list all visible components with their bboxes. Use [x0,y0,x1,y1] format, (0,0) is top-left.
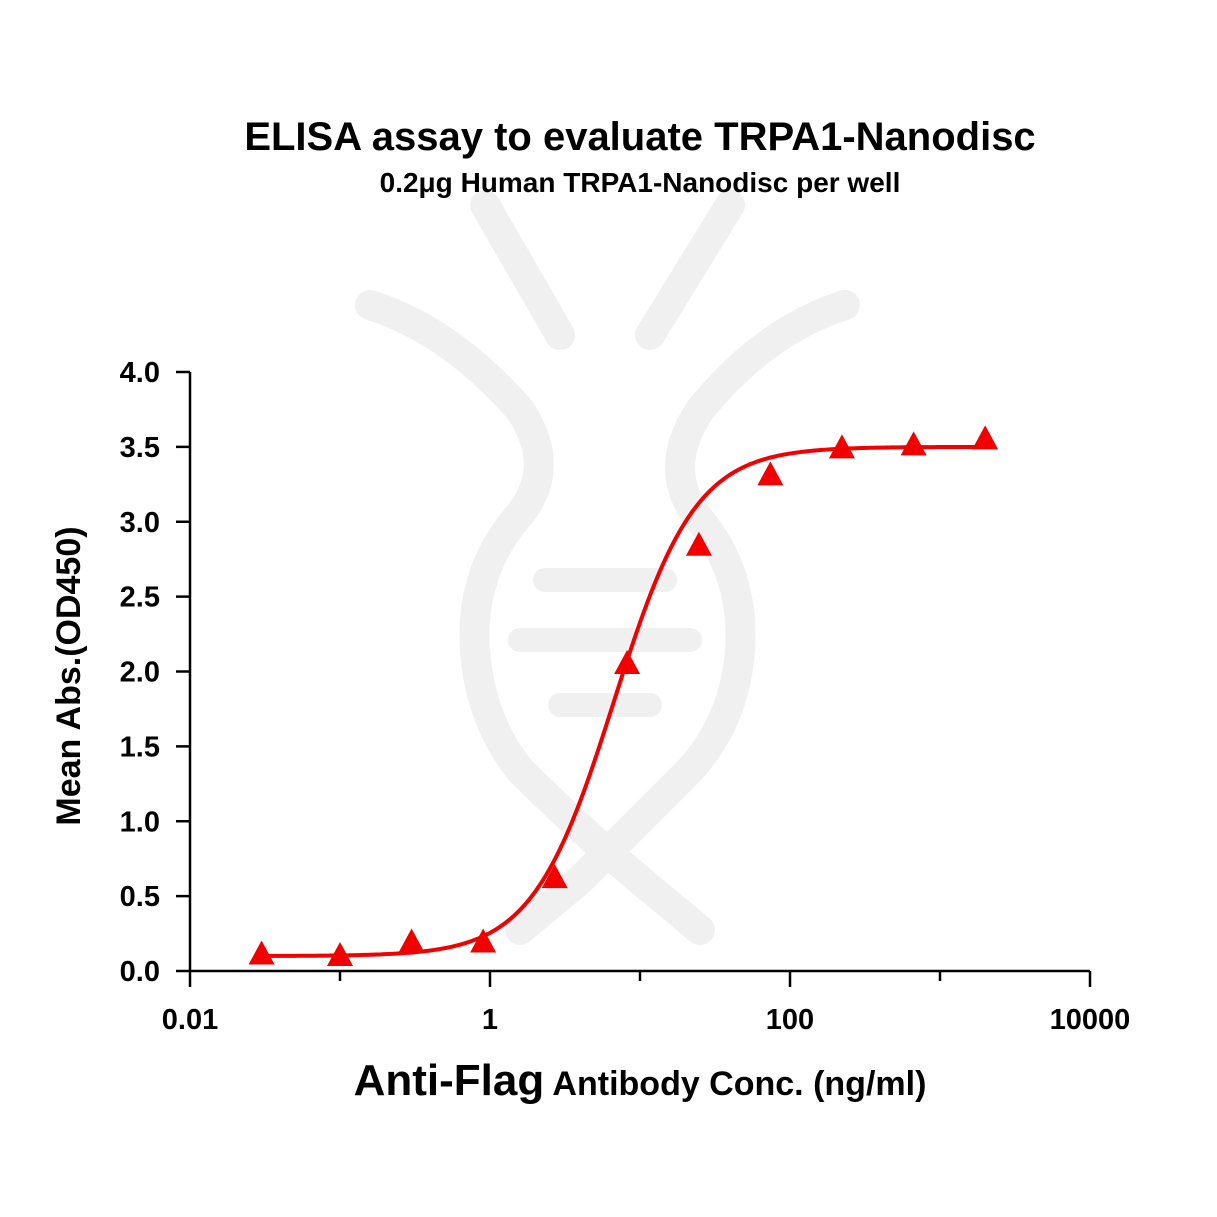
data-point [541,864,568,889]
chart-subtitle: 0.2μg Human TRPA1-Nanodisc per well [380,167,901,198]
chart-title: ELISA assay to evaluate TRPA1-Nanodisc [244,115,1035,159]
y-tick-label: 0.0 [120,956,160,988]
x-axis-label: Anti-Flag Antibody Conc. (ng/ml) [354,1056,927,1105]
x-axis-label-main: Anti-Flag [354,1056,545,1105]
y-tick-label: 1.0 [120,806,160,838]
y-tick-label: 3.5 [120,432,160,464]
data-point [248,940,275,965]
x-axis-label-rest: Antibody Conc. (ng/ml) [544,1065,926,1103]
x-tick-label: 100 [766,1004,814,1036]
y-tick-label: 0.5 [120,881,160,913]
data-point [828,434,855,459]
y-tick-label: 4.0 [120,357,160,389]
data-point [757,461,784,486]
data-point [470,928,497,953]
data-point [327,942,353,967]
data-point [685,531,712,556]
y-tick-label: 1.5 [120,731,160,763]
data-point [398,928,425,953]
x-tick-label: 1 [482,1004,498,1036]
data-point [900,431,927,456]
y-tick-label: 2.5 [120,582,160,614]
watermark-logo [355,190,860,945]
data-point [972,425,999,450]
x-tick-label: 10000 [1050,1004,1131,1036]
data-point [614,650,641,675]
data-points [248,425,999,967]
axes: 0.0 0.5 1.0 1.5 2.0 2.5 3.0 3.5 4.0 0.01 1 100 10000 [120,357,1131,1036]
x-tick-label: 0.01 [162,1004,218,1036]
y-tick-label: 3.0 [120,507,160,539]
y-axis-label: Mean Abs.(OD450) [50,526,88,825]
y-tick-label: 2.0 [120,657,160,689]
